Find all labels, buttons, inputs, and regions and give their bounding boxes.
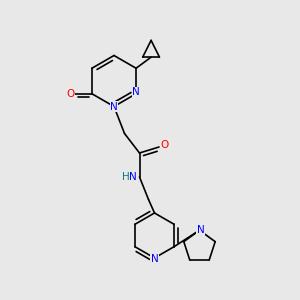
- Text: O: O: [160, 140, 169, 151]
- Text: N: N: [151, 254, 158, 265]
- Text: N: N: [132, 87, 140, 97]
- Text: H: H: [122, 172, 130, 182]
- Text: N: N: [196, 225, 204, 235]
- Text: N: N: [110, 101, 118, 112]
- Text: N: N: [129, 172, 137, 182]
- Text: O: O: [66, 89, 74, 99]
